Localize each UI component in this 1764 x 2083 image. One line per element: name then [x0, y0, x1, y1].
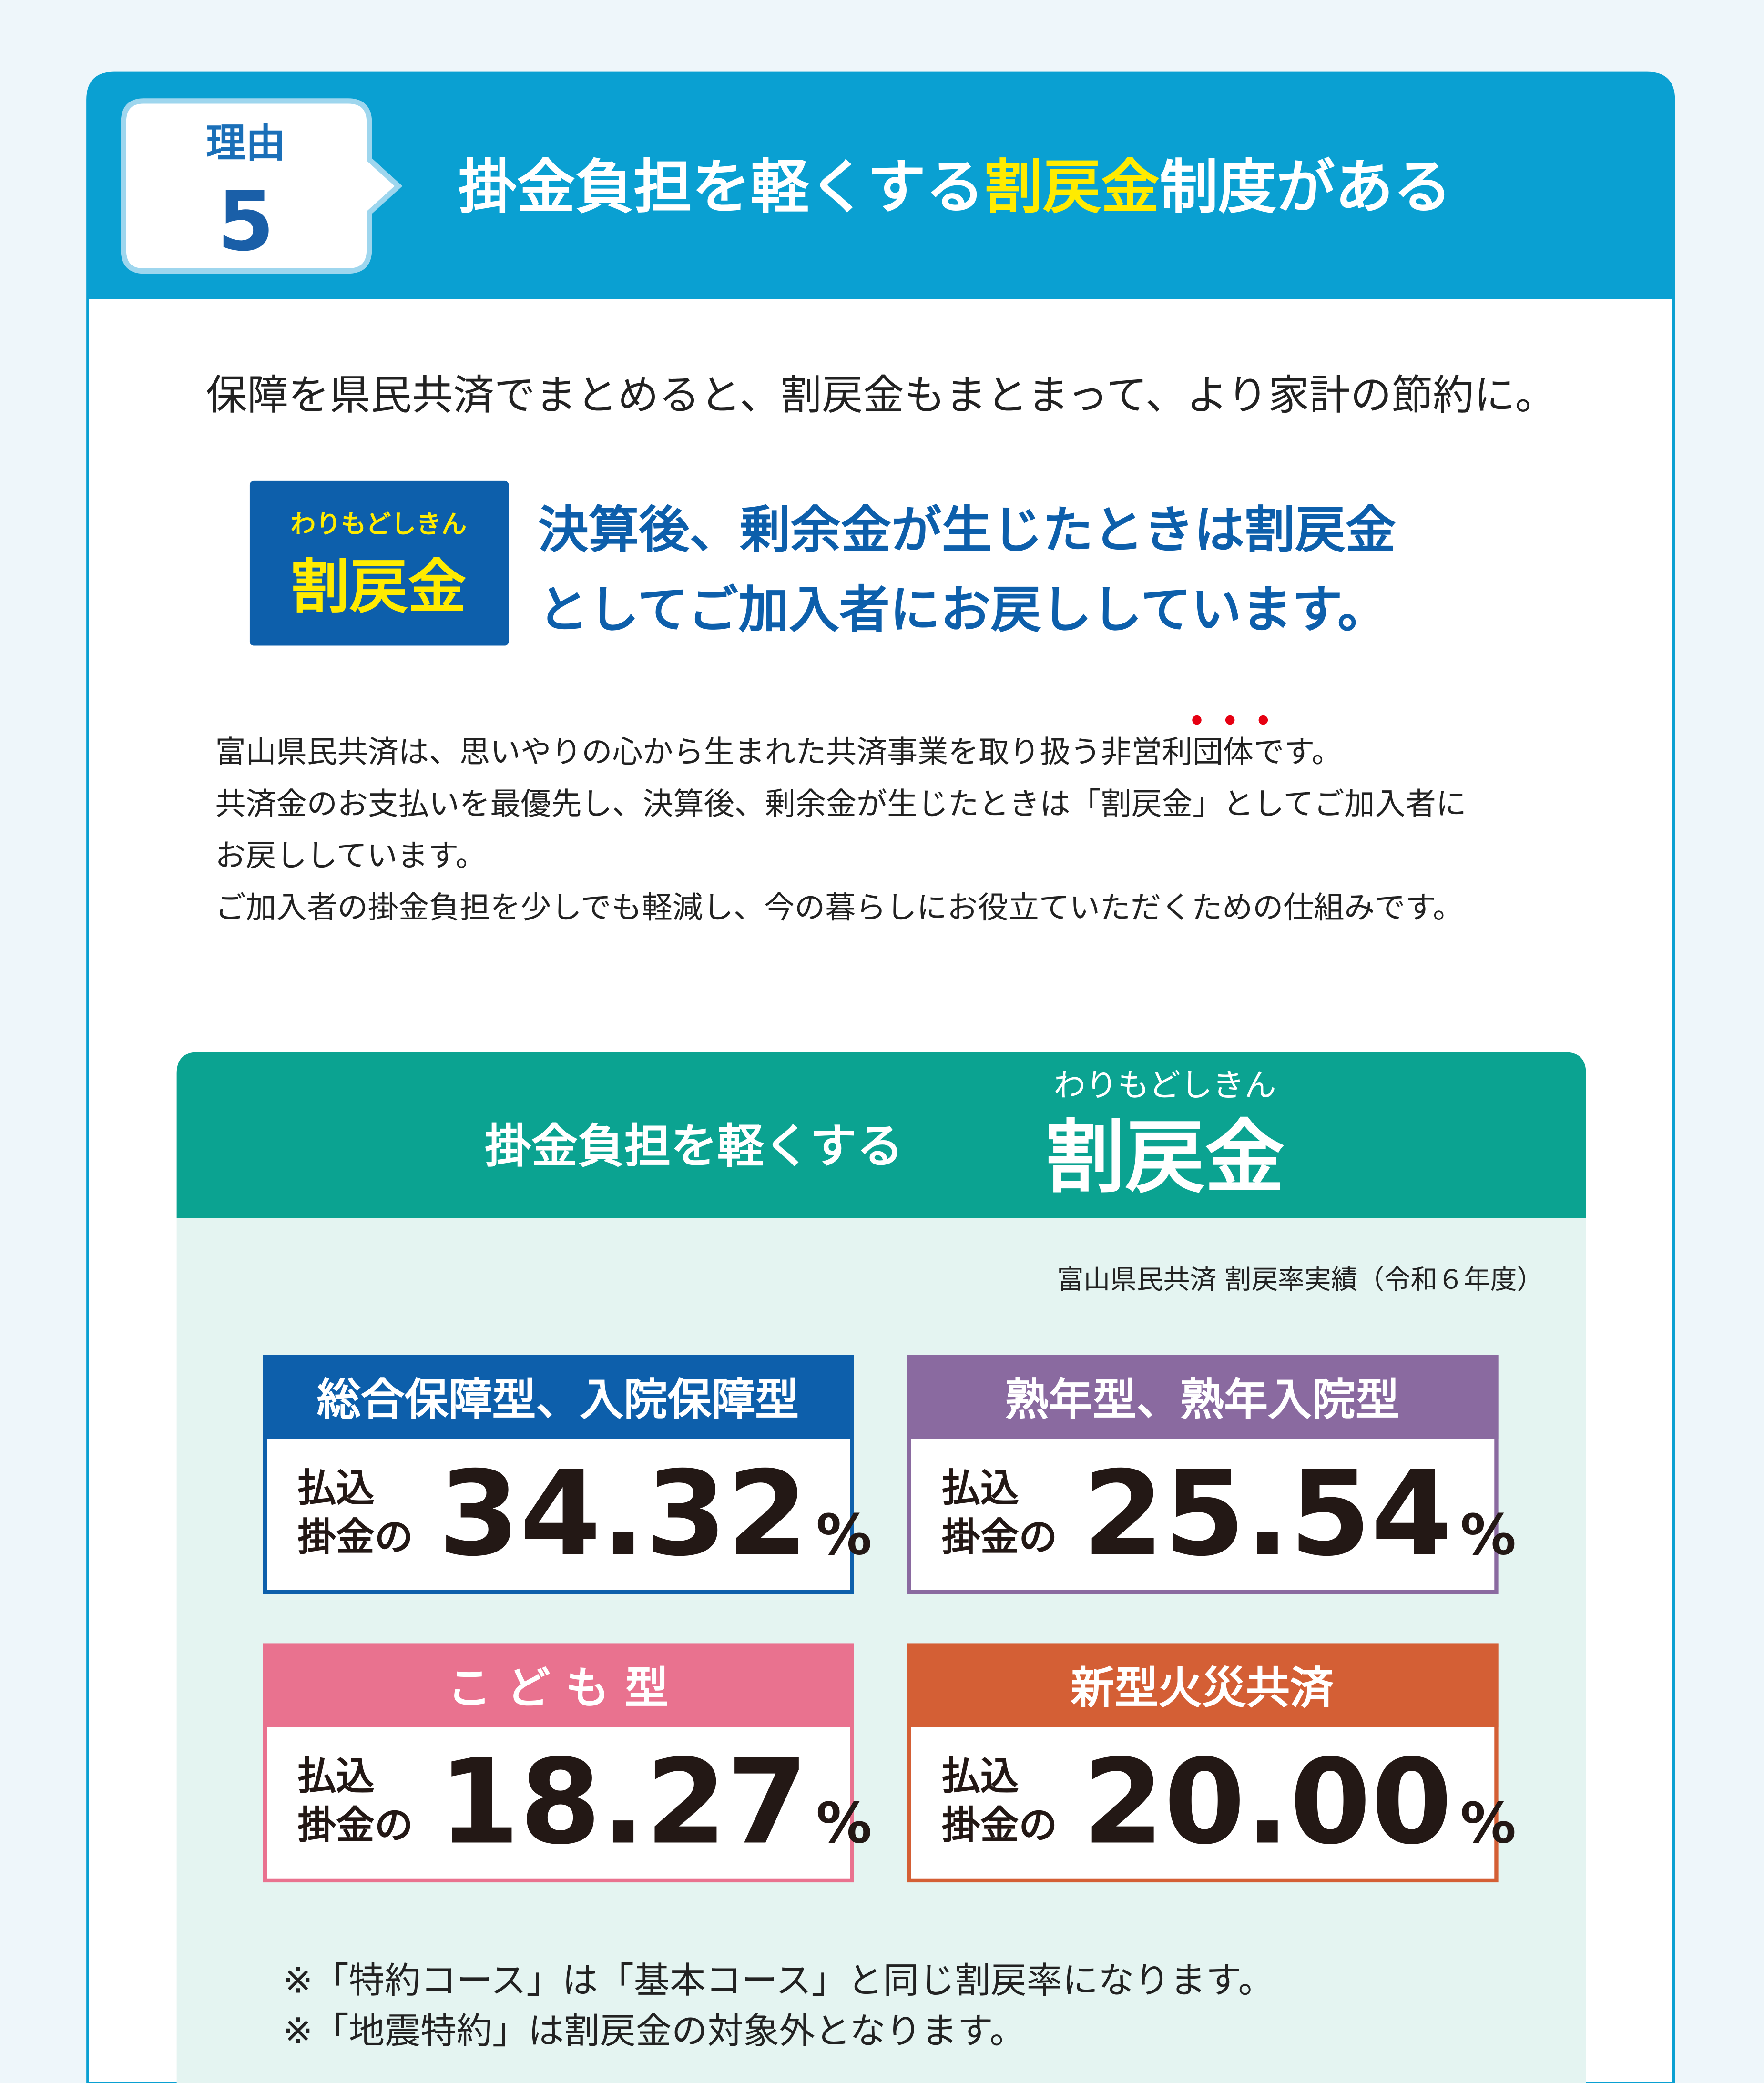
card-prefix: 払込 — [942, 1466, 1019, 1511]
header-band — [87, 73, 1674, 299]
card-name: 熟年型、熟年入院型 — [1005, 1374, 1399, 1425]
panel-title-emphasis: 割戻金 — [1045, 1112, 1285, 1204]
card-header — [263, 1643, 854, 1727]
card-unit: % — [1460, 1790, 1516, 1856]
card-rate-text: 34.32% — [438, 1446, 872, 1582]
card-prefix: 掛金の — [297, 1515, 413, 1560]
card-rate-text: 20.00% — [1082, 1734, 1516, 1870]
card-header — [263, 1355, 854, 1439]
body-line: 富山県民共済は、思いやりの心から生まれた共済事業を取り扱う非営利団体です。 — [215, 735, 1342, 770]
emphasis-dot — [1192, 715, 1202, 725]
card-unit: % — [816, 1502, 872, 1568]
card-prefix: 払込 — [942, 1754, 1019, 1799]
badge-number: 5 — [217, 174, 274, 269]
badge — [121, 98, 403, 274]
card-rate: 18.27 — [438, 1734, 808, 1870]
card-prefix: 払込 — [297, 1754, 375, 1799]
panel-title: 掛金負担を軽くする — [485, 1120, 903, 1174]
card-rate-text: 25.54% — [1082, 1446, 1516, 1582]
card-name: こ ど も 型 — [448, 1663, 669, 1714]
card-prefix: 掛金の — [942, 1803, 1057, 1848]
title-part: 制度がある — [1160, 153, 1452, 221]
card-header — [907, 1643, 1499, 1727]
card-rate: 34.32 — [438, 1446, 808, 1582]
body-line: お戻ししています。 — [215, 838, 486, 874]
emphasis-dot — [1258, 715, 1268, 725]
title-highlight: 割戻金 — [984, 153, 1160, 221]
body-line: 共済金のお支払いを最優先し、決算後、剰余金が生じたときは「割戻金」としてご加入者… — [215, 786, 1466, 822]
card-prefix: 掛金の — [297, 1803, 413, 1848]
callout-ruby: わりもどしきん — [291, 510, 467, 539]
callout-message: としてご加入者にお戻ししています。 — [538, 580, 1388, 639]
note: ※「特約コース」は「基本コース」と同じ割戻率になります。 — [283, 1959, 1274, 2001]
panel-header — [176, 1052, 1586, 1218]
card-name: 新型火災共済 — [1071, 1663, 1334, 1714]
card-prefix: 払込 — [297, 1466, 375, 1511]
note: ※「地震特約」は割戻金の対象外となります。 — [283, 2010, 1026, 2052]
callout-message: 決算後、剰余金が生じたときは割戻金 — [538, 500, 1396, 559]
body-line: ご加入者の掛金負担を少しでも軽減し、今の暮らしにお役立ていただくための仕組みです… — [215, 890, 1463, 926]
callout-box — [249, 480, 509, 646]
card-rate: 25.54 — [1082, 1446, 1452, 1582]
callout-label: 割戻金 — [291, 553, 466, 621]
badge-label: 理由 — [206, 120, 286, 166]
body-text: 富山県民共済は、思いやりの心から生まれた共済事業を取り扱う非営利団体です。共済金… — [215, 735, 1466, 926]
card-name: 総合保障型、入院保障型 — [317, 1374, 799, 1425]
panel-ruby: わりもどしきん — [1054, 1066, 1276, 1103]
lead: 保障を県民共済でまとめると、割戻金もまとまって、より家計の節約に。 — [206, 371, 1556, 419]
card-rate: 20.00 — [1082, 1734, 1452, 1870]
title-part: 掛金負担を軽くする — [458, 153, 984, 221]
card-rate-text: 18.27% — [438, 1734, 872, 1870]
card-prefix: 掛金の — [942, 1515, 1057, 1560]
card-unit: % — [816, 1790, 872, 1856]
emphasis-dot — [1225, 715, 1235, 725]
header-title: 掛金負担を軽くする割戻金制度がある — [458, 153, 1451, 221]
card-unit: % — [1460, 1502, 1516, 1568]
panel-caption: 富山県民共済 割戻率実績（令和６年度） — [1057, 1264, 1544, 1295]
card-header — [907, 1355, 1499, 1439]
